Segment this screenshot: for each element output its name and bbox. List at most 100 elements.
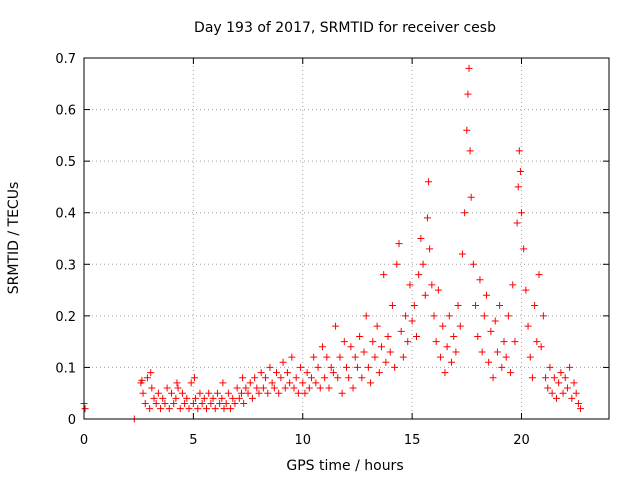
data-point [255, 389, 263, 397]
data-point [557, 369, 565, 377]
data-point [478, 348, 486, 356]
data-point [375, 369, 383, 377]
data-point [570, 379, 578, 387]
data-point [273, 369, 280, 377]
data-point [360, 348, 368, 356]
data-point [528, 374, 536, 382]
data-point [428, 281, 436, 289]
data-point [448, 358, 455, 366]
data-point [404, 338, 412, 346]
data-point [139, 389, 147, 397]
data-point [244, 389, 252, 397]
data-point [356, 332, 364, 340]
data-point [378, 343, 385, 351]
data-point [340, 338, 348, 346]
data-point [165, 405, 173, 413]
data-point [426, 245, 434, 253]
data-point [323, 353, 331, 361]
data-point [384, 332, 392, 340]
data-point [514, 183, 522, 191]
data-point [301, 389, 309, 397]
x-axis-ticks: 0 5 10 15 20 [80, 58, 530, 448]
data-point [235, 394, 243, 402]
data-point [251, 374, 259, 382]
data-point [172, 394, 180, 402]
data-point [504, 312, 512, 320]
data-point [227, 405, 235, 413]
data-point [297, 363, 305, 371]
data-point [334, 374, 342, 382]
x-tick-label: 15 [404, 433, 421, 448]
data-point [367, 379, 375, 387]
data-point [544, 384, 552, 392]
data-point [441, 369, 449, 377]
data-point [421, 291, 429, 299]
data-point [147, 369, 155, 377]
data-point [561, 374, 569, 382]
data-point [143, 374, 151, 382]
data-point [537, 343, 545, 351]
data-point [397, 327, 405, 335]
data-point [327, 363, 335, 371]
data-point [480, 312, 488, 320]
data-point [299, 379, 307, 387]
data-point [458, 250, 466, 258]
data-point [362, 312, 370, 320]
data-point [393, 260, 401, 268]
y-tick-label: 0.3 [55, 258, 76, 273]
x-tick-label: 20 [513, 433, 530, 448]
data-point [325, 384, 333, 392]
x-tick-label: 5 [189, 433, 197, 448]
data-point [187, 379, 195, 387]
data-point [266, 363, 274, 371]
data-point [262, 374, 270, 382]
data-point [154, 389, 162, 397]
data-point [347, 343, 355, 351]
data-point [312, 379, 320, 387]
data-point [559, 389, 567, 397]
data-point [408, 317, 416, 325]
y-tick-label: 0.1 [55, 361, 76, 376]
chart-title: Day 193 of 2017, SRMTID for receiver ces… [194, 20, 496, 36]
data-point [395, 240, 403, 248]
data-point [246, 379, 254, 387]
data-point [382, 358, 390, 366]
data-point [507, 369, 515, 377]
y-tick-label: 0.7 [55, 52, 76, 67]
data-point [550, 374, 558, 382]
data-point [489, 374, 497, 382]
data-point [248, 394, 256, 402]
data-point [500, 338, 508, 346]
data-point [456, 322, 464, 330]
data-point [445, 312, 453, 320]
data-point [310, 353, 318, 361]
data-point [146, 405, 154, 413]
data-point [548, 389, 556, 397]
plot-frame [83, 57, 610, 420]
data-point [286, 379, 294, 387]
data-point [138, 376, 146, 384]
y-tick-label: 0.5 [55, 155, 76, 170]
data-point [196, 389, 204, 397]
data-point [406, 281, 414, 289]
data-point [288, 353, 296, 361]
data-point [150, 394, 158, 402]
data-point [461, 209, 469, 217]
data-point [294, 389, 302, 397]
data-point [464, 90, 472, 98]
data-point [283, 369, 291, 377]
data-point [553, 394, 560, 402]
data-point [218, 394, 226, 402]
data-point [198, 400, 206, 408]
data-point [419, 260, 427, 268]
data-point [205, 389, 213, 397]
data-point [209, 394, 217, 402]
data-point [539, 312, 547, 320]
data-point [207, 400, 215, 408]
data-point [183, 394, 191, 402]
data-point [474, 332, 482, 340]
data-point [211, 405, 219, 413]
data-point [568, 394, 576, 402]
data-point [279, 358, 287, 366]
